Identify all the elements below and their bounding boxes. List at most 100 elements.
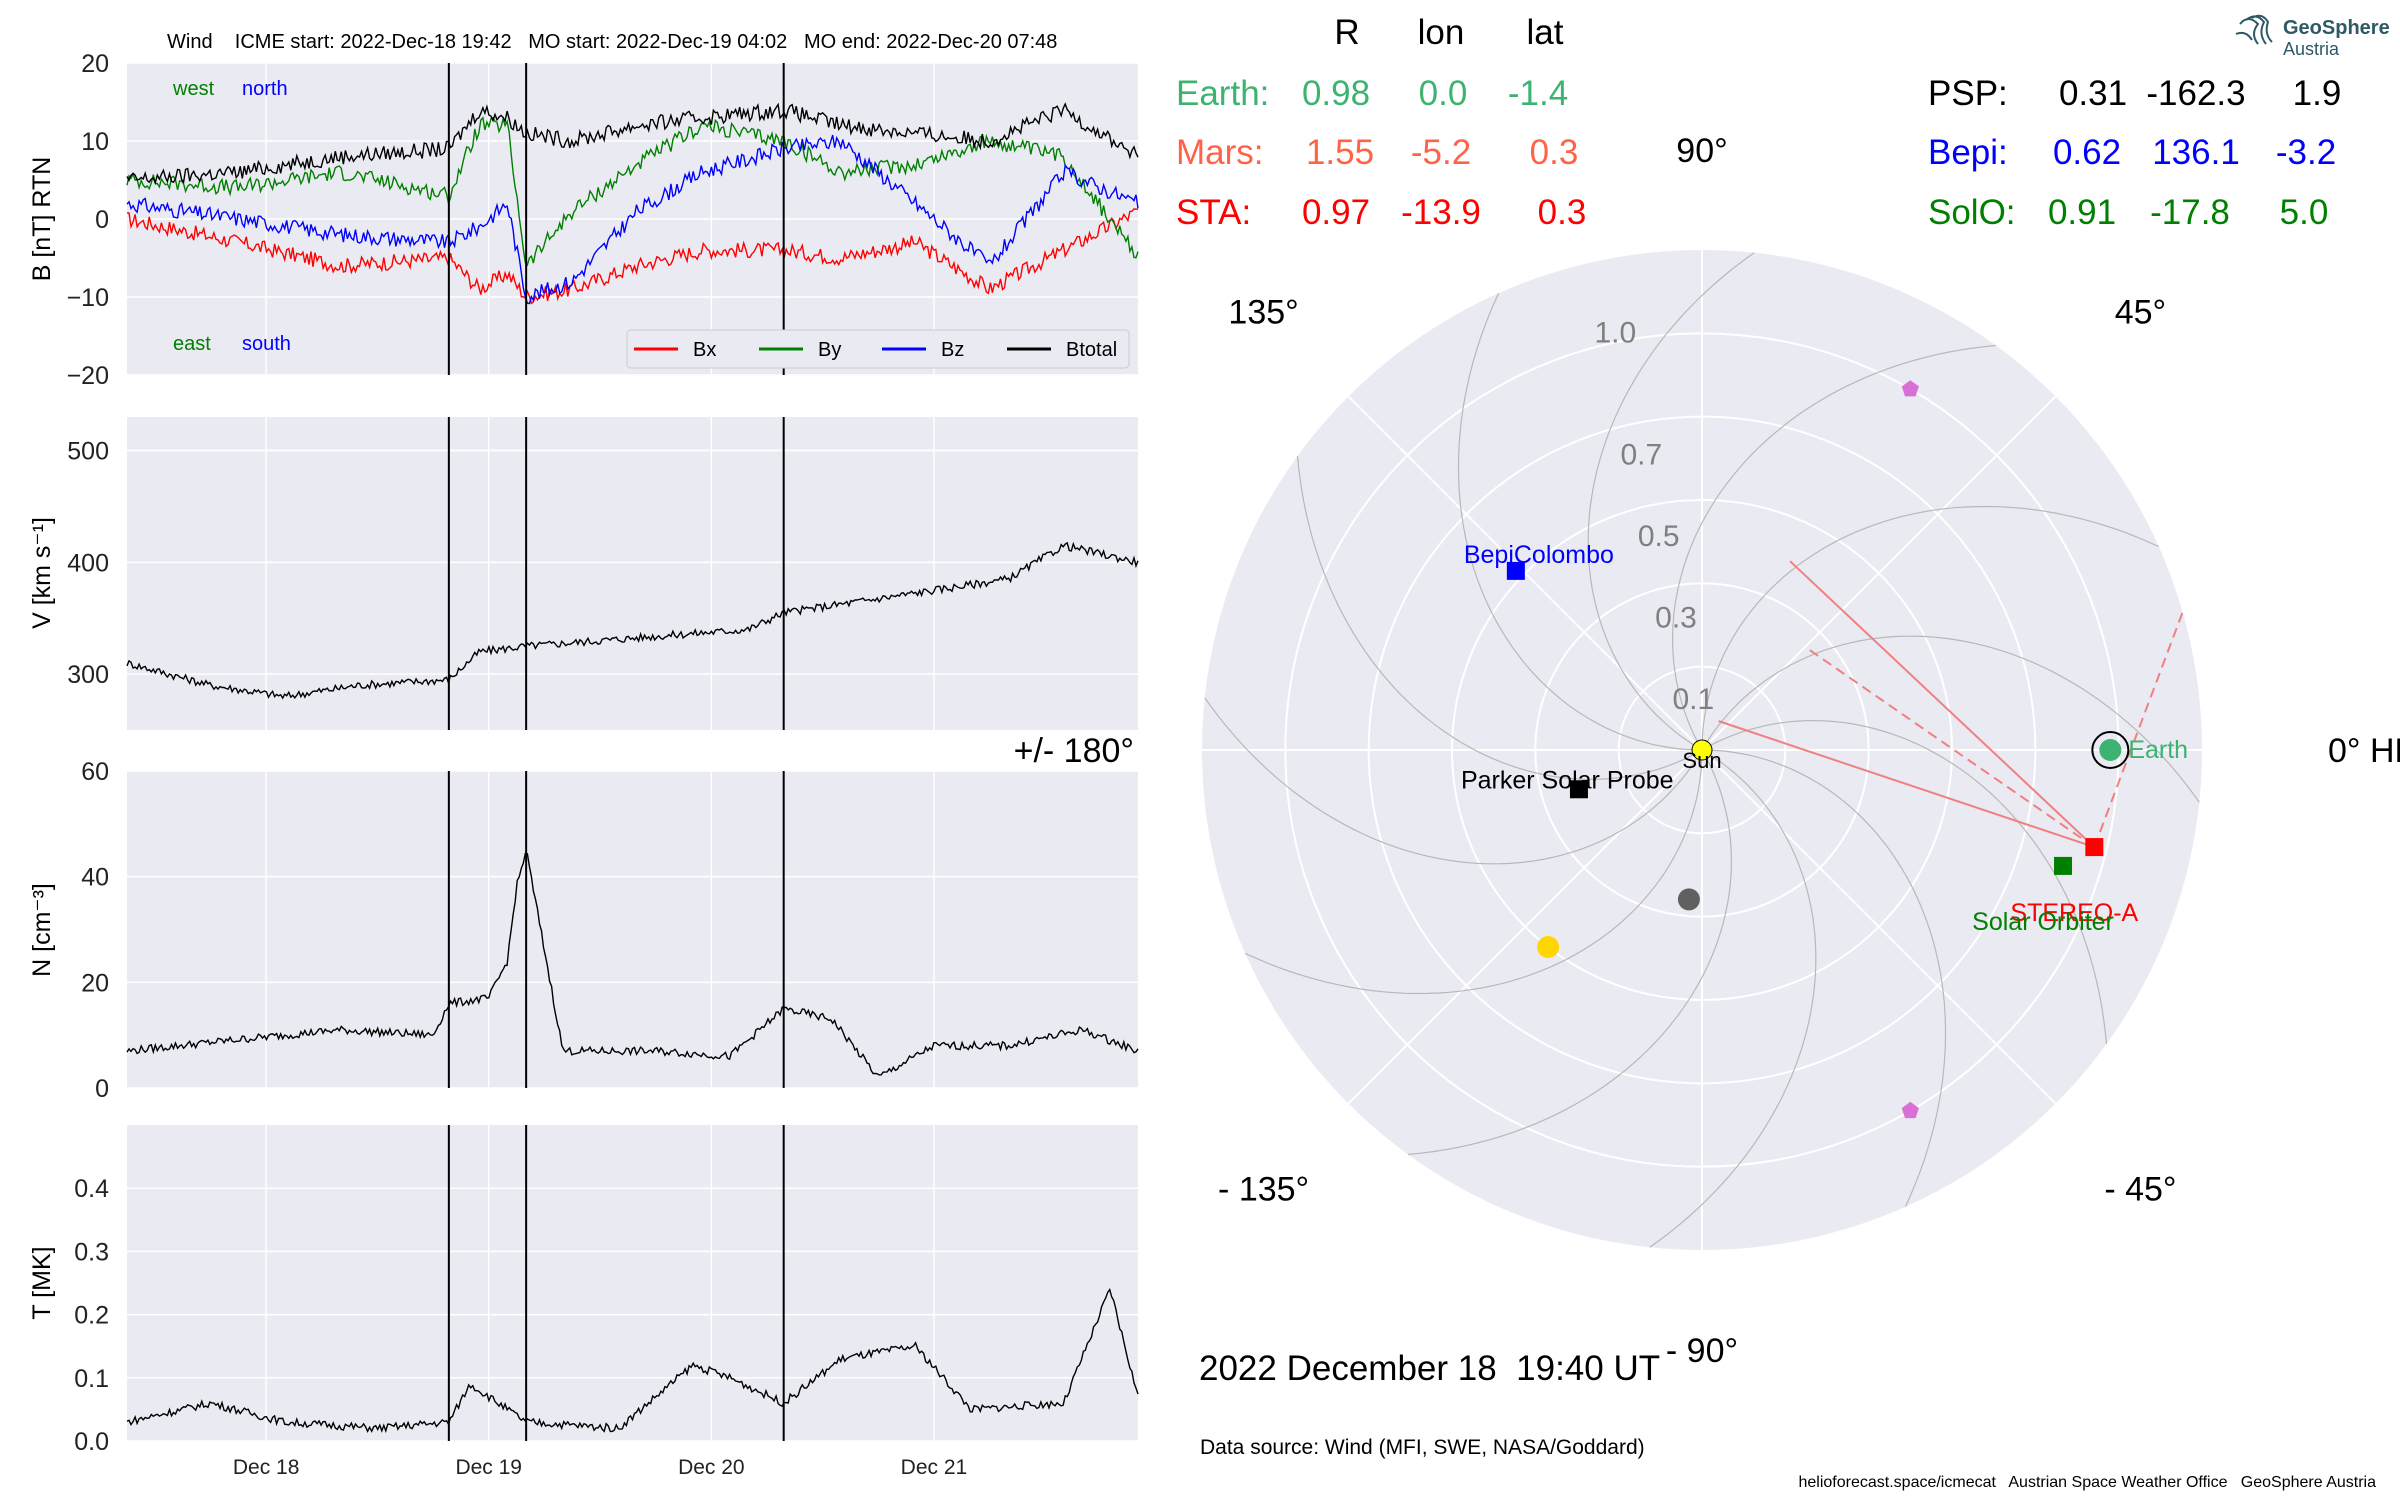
legend-label-bx: Bx: [693, 339, 716, 361]
annotation-south: south: [242, 333, 291, 355]
earth-lon: 0.0: [1419, 74, 1468, 113]
timestamp: 2022 December 18 19:40 UT: [1199, 1349, 1660, 1388]
event-lines: [447, 771, 785, 1088]
radial-tick-label: 0.5: [1638, 520, 1680, 553]
cme-direction-lines: [1718, 560, 2184, 849]
cme-direction-line: [1804, 646, 2095, 848]
earth-marker: [2099, 739, 2122, 761]
series-group: [126, 102, 1139, 305]
x-tick-label: Dec 19: [455, 1456, 522, 1479]
angle-spoke: [1347, 395, 1703, 751]
series-line-bz: [126, 134, 1139, 305]
legend: Bx By Bz Btotal: [626, 329, 1130, 369]
legend-label-btotal: Btotal: [1066, 339, 1117, 361]
y-tick-label: 0: [95, 1075, 109, 1103]
bepi-name: Bepi:: [1928, 133, 2008, 172]
spiral-line: [1701, 505, 2160, 751]
radial-tick-label: 1.0: [1595, 316, 1637, 349]
grid: [127, 62, 1138, 376]
bepicolombo-marker: [1506, 561, 1525, 580]
spiral-line: [1204, 697, 1703, 865]
spiral-line: [1649, 749, 1817, 1248]
solo-lat: 5.0: [2280, 193, 2329, 232]
table-header-lon: lon: [1418, 13, 1465, 52]
speed-panel: 500 400 300 V [km s⁻¹]: [28, 417, 1139, 730]
y-tick-label: 500: [67, 438, 109, 466]
series-group: [126, 541, 1139, 700]
earth-r: 0.98: [1302, 74, 1370, 113]
cme-direction-line: [1718, 720, 2095, 849]
object-marker: [1677, 888, 1700, 911]
panel-bg: [127, 771, 1138, 1088]
y-tick-label: 20: [81, 50, 109, 78]
grid: [127, 1125, 1138, 1442]
stereo-a-marker: [2085, 838, 2104, 857]
y-tick-label: 0.2: [74, 1302, 109, 1330]
angle-label: +/- 180°: [1014, 732, 1134, 770]
mars-name: Mars:: [1176, 133, 1264, 172]
series-line: [126, 541, 1139, 700]
geosphere-logo: GeoSphere Austria: [2235, 14, 2390, 59]
y-tick-label: −10: [67, 284, 109, 312]
y-tick-label: 60: [81, 758, 109, 786]
psp-r: 0.31: [2059, 74, 2127, 113]
y-tick-labels: 0.4 0.3 0.2 0.1 0.0: [74, 1175, 109, 1456]
earth-ring: [2091, 731, 2130, 769]
radial-tick-label: 0.7: [1620, 439, 1662, 472]
sta-lat: 0.3: [1538, 193, 1587, 232]
series-line-by: [126, 116, 1139, 267]
grid: [127, 770, 1138, 1089]
spiral-line: [1587, 252, 1755, 751]
sta-lon: -13.9: [1401, 193, 1481, 232]
x-tick-label: Dec 18: [233, 1456, 300, 1479]
spiral-line: [1701, 719, 2108, 1044]
spiral-line: [1244, 749, 1703, 995]
panel-bg: [127, 417, 1138, 730]
y-tick-label: 300: [67, 661, 109, 689]
earth-lat: -1.4: [1508, 74, 1568, 113]
solar-orbiter-marker: [2054, 856, 2073, 875]
angle-label: - 45°: [2104, 1170, 2176, 1208]
cme-direction-line: [1789, 560, 2096, 848]
cme-direction-line: [2093, 611, 2184, 848]
panel-title: Wind ICME start: 2022-Dec-18 19:42 MO st…: [167, 31, 1057, 53]
spiral-line: [1701, 749, 1947, 1208]
footer-credits: helioforecast.space/icmecat Austrian Spa…: [1799, 1474, 2377, 1491]
bepi-lat: -3.2: [2276, 133, 2336, 172]
y-tick-labels: 500 400 300: [67, 438, 109, 690]
y-tick-label: 400: [67, 549, 109, 577]
data-source: Data source: Wind (MFI, SWE, NASA/Goddar…: [1200, 1436, 1645, 1459]
earth-name: Earth:: [1176, 74, 1269, 113]
logo-text-1: GeoSphere: [2283, 17, 2390, 39]
polar-position-plot: 0.1 0.3 0.5 0.7 1.0 0° HEEQ 45° 90° 135° +/- 180…: [1014, 132, 2400, 1370]
y-tick-label: 0.4: [74, 1175, 109, 1203]
x-tick-labels: Dec 18 Dec 19 Dec 20 Dec 21: [233, 1456, 967, 1479]
parker-spirals: [1204, 252, 2200, 1248]
psp-lon: -162.3: [2146, 74, 2245, 113]
y-tick-labels: 20 10 0 −10 −20: [67, 50, 109, 390]
parker-solar-probe-marker: [1569, 780, 1588, 799]
spiral-line: [1296, 456, 1703, 781]
temperature-panel: 0.4 0.3 0.2 0.1 0.0 T [MK]: [28, 1125, 1139, 1456]
object-marker: [1537, 936, 1560, 959]
y-axis-label: T [MK]: [28, 1246, 56, 1319]
annotation-west: west: [172, 78, 215, 100]
table-header-r: R: [1334, 13, 1359, 52]
sta-r: 0.97: [1302, 193, 1370, 232]
object-label: Parker Solar Probe: [1461, 766, 1674, 794]
angle-label: - 135°: [1218, 1170, 1309, 1208]
pentagon-marker: [1901, 380, 1919, 397]
solo-r: 0.91: [2048, 193, 2116, 232]
angle-label: 45°: [2115, 294, 2166, 332]
series-line: [126, 852, 1139, 1076]
series-group: [126, 1287, 1139, 1434]
radial-tick-label: 0.3: [1655, 602, 1697, 635]
mars-r: 1.55: [1306, 133, 1374, 172]
annotation-east: east: [173, 333, 211, 355]
spiral-line: [1457, 292, 1703, 751]
spiral-line: [1701, 635, 2200, 803]
legend-box: [626, 329, 1130, 369]
mars-lon: -5.2: [1411, 133, 1471, 172]
object-label: Sun: [1682, 748, 1721, 773]
